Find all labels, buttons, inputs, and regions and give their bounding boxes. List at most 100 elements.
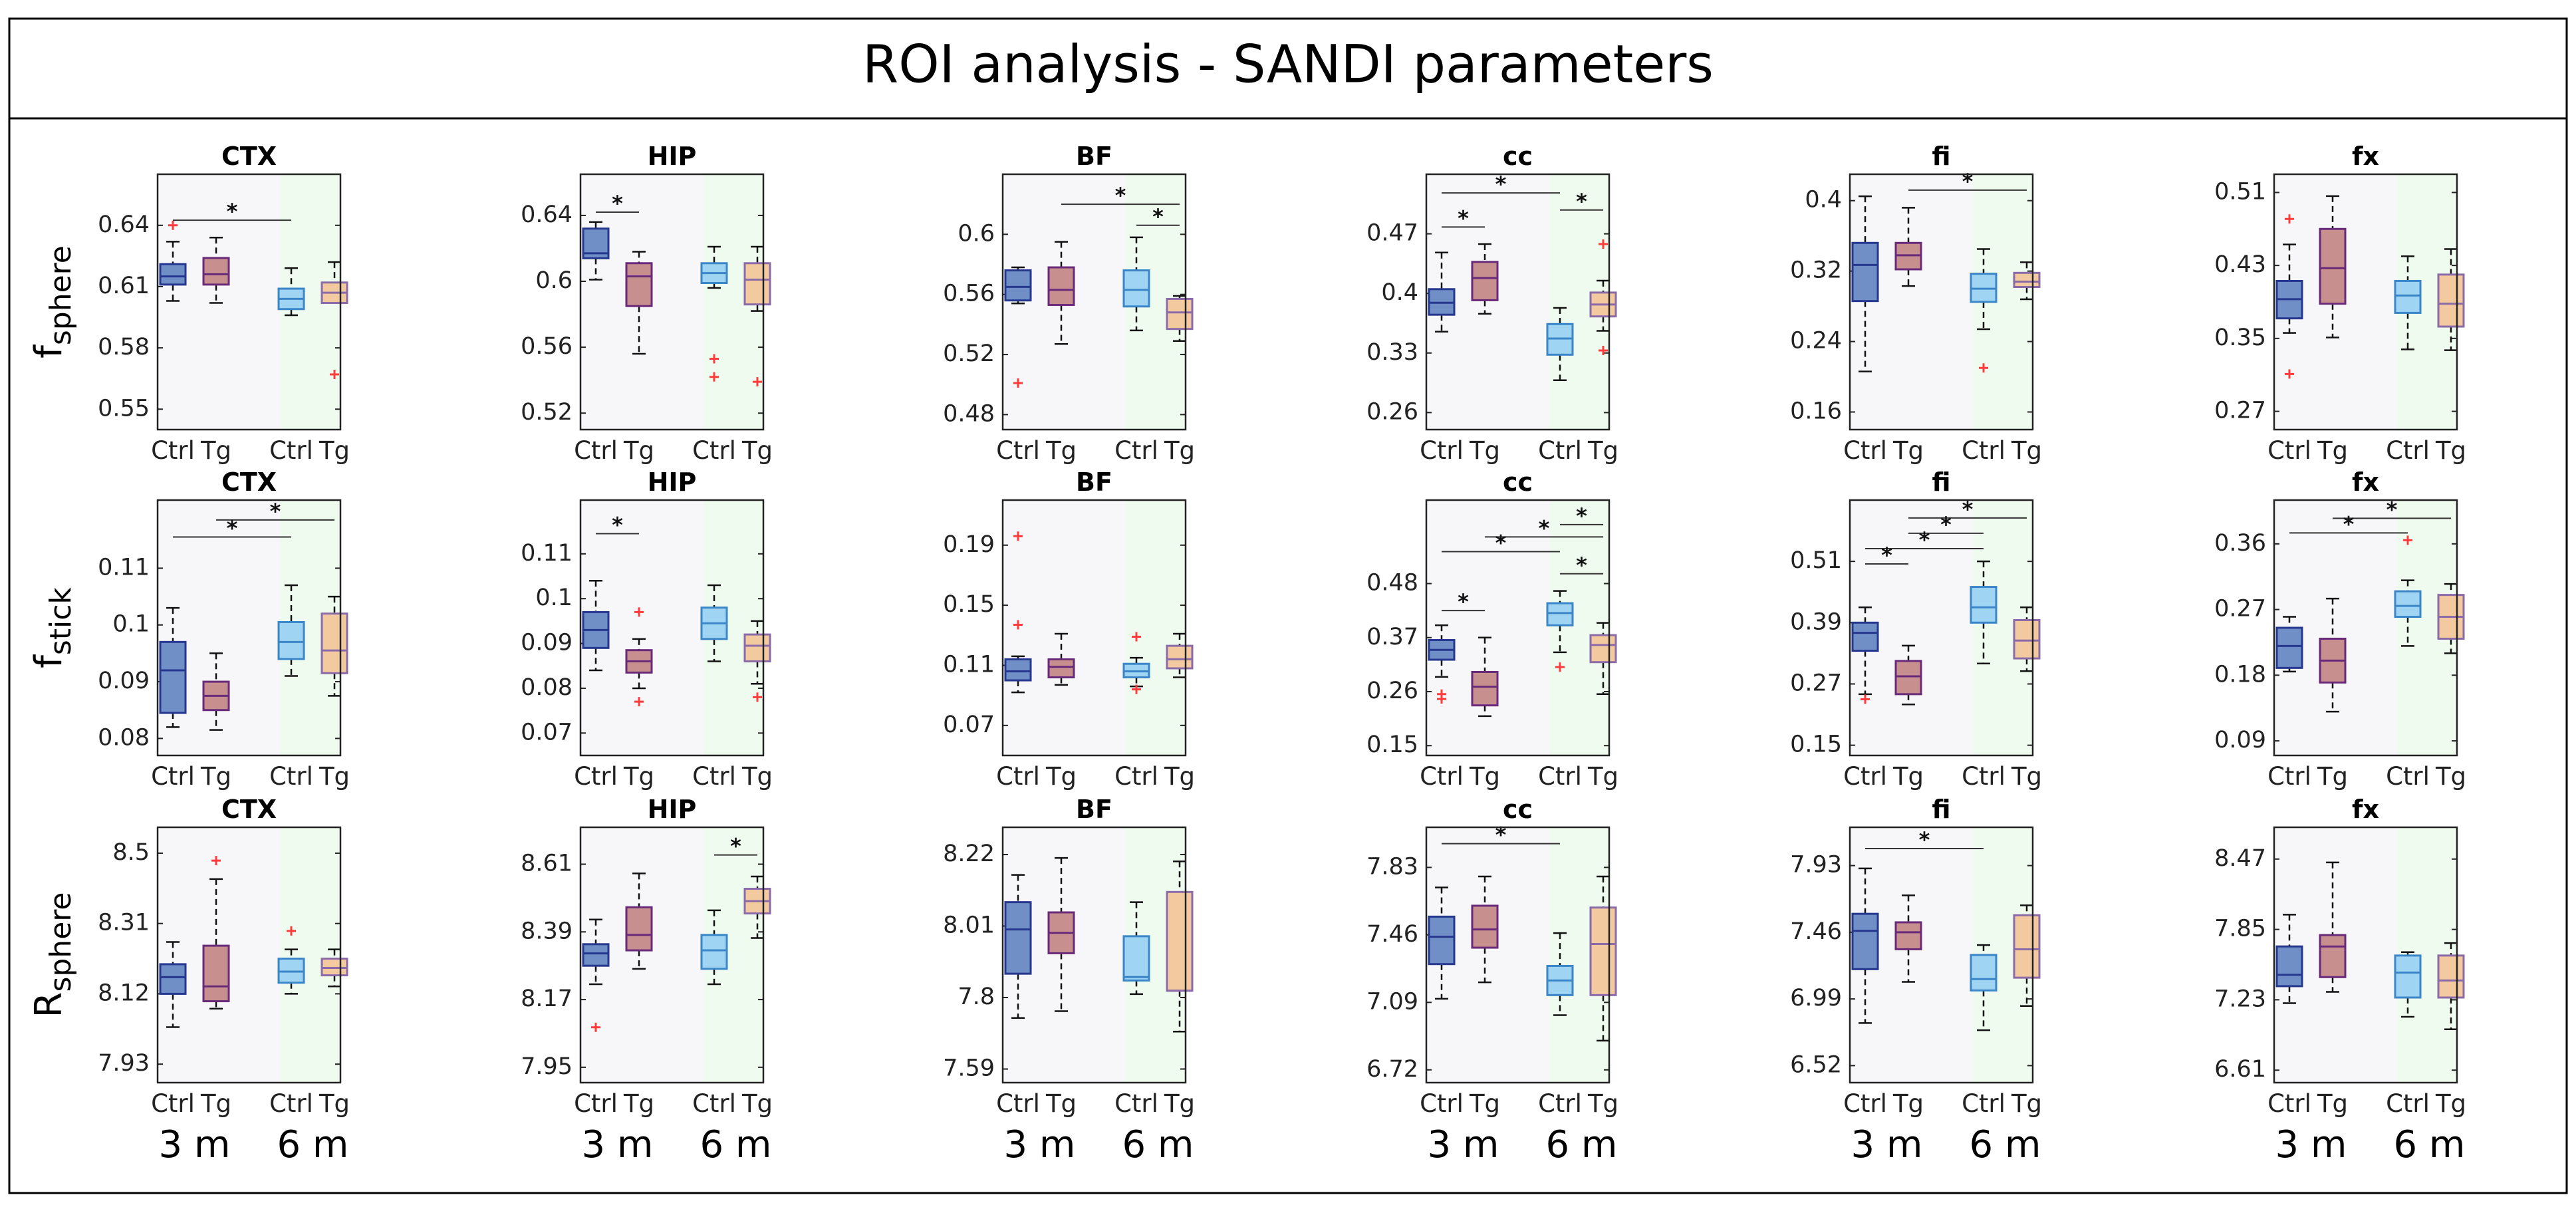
x-tick-label: Tg — [2011, 1089, 2042, 1118]
axes-frame — [1001, 826, 1187, 1084]
box-ctrl-3m — [2275, 214, 2303, 379]
panel-title: BF — [1076, 142, 1112, 171]
box-tg-3m — [202, 236, 230, 304]
box-tg-6m — [743, 245, 771, 387]
axes-frame — [579, 499, 765, 757]
box-ctrl-6m — [1546, 590, 1574, 672]
y-tick-label: 0.08 — [521, 674, 573, 701]
box-iqr — [159, 263, 187, 286]
panel-title: BF — [1076, 795, 1112, 824]
x-tick-label: Tg — [1587, 762, 1618, 791]
significance-star: * — [1458, 589, 1469, 614]
box-ctrl-3m — [1004, 531, 1032, 694]
box-tg-6m — [321, 595, 348, 697]
x-tick-label: Tg — [2011, 436, 2042, 465]
outlier-point — [709, 372, 719, 382]
y-tick-label: 0.15 — [1366, 732, 1418, 758]
x-tick-label: Tg — [623, 436, 654, 465]
significance-star: * — [1919, 527, 1930, 553]
y-tick-label: 0.52 — [943, 340, 995, 367]
row-label-3: Rsphere — [27, 892, 78, 1018]
significance-star: * — [1152, 204, 1164, 229]
y-tick-label: 7.23 — [2214, 986, 2266, 1012]
y-tick-label: 0.27 — [2214, 596, 2266, 622]
x-tick-label: Tg — [741, 1089, 773, 1118]
outlier-point — [753, 377, 762, 387]
y-tick-label: 0.11 — [521, 540, 573, 567]
significance-star: * — [1495, 172, 1507, 197]
x-tick-label: Tg — [319, 436, 350, 465]
outlier-point — [1437, 694, 1446, 704]
box-ctrl-6m — [700, 584, 728, 662]
y-tick-label: 0.11 — [98, 554, 150, 581]
y-tick-label: 0.08 — [98, 724, 150, 751]
x-tick-label: Ctrl — [1114, 436, 1158, 465]
background-3m — [158, 500, 281, 755]
box-ctrl-3m — [1004, 266, 1032, 388]
box-tg-3m — [1047, 241, 1075, 345]
x-tick-label: Tg — [1469, 436, 1500, 465]
y-tick-label: 0.27 — [2214, 398, 2266, 424]
box-ctrl-6m — [1122, 901, 1150, 996]
row-label-main: f — [27, 654, 70, 668]
group-label-3m: 3 m — [582, 1123, 654, 1166]
y-tick-label: 7.83 — [1366, 853, 1418, 880]
x-tick-label: Ctrl — [1962, 436, 2005, 465]
outlier-point — [634, 697, 644, 707]
panel-title: fx — [2352, 142, 2379, 171]
box-ctrl-3m — [1004, 874, 1032, 1019]
outlier-point — [634, 607, 644, 617]
box-iqr — [1004, 269, 1032, 302]
box-ctrl-6m — [277, 926, 305, 995]
box-ctrl-3m — [1428, 251, 1456, 333]
box-tg-6m — [2437, 942, 2465, 1031]
box-ctrl-3m — [159, 941, 187, 1028]
panel-title: fx — [2352, 795, 2379, 824]
outlier-point — [1861, 694, 1870, 704]
row-label-text: fstick — [27, 587, 78, 668]
y-tick-label: 0.55 — [98, 395, 150, 422]
row-label-subscript: sphere — [44, 892, 78, 992]
y-tick-label: 0.6 — [535, 267, 573, 294]
y-tick-label: 8.17 — [521, 986, 573, 1012]
background-3m — [1003, 500, 1126, 755]
group-label-3m: 3 m — [159, 1123, 231, 1166]
x-tick-label: Tg — [2317, 1089, 2348, 1118]
row-label-1: fsphere — [27, 245, 78, 358]
box-iqr — [1851, 912, 1879, 970]
x-tick-label: Tg — [2317, 436, 2348, 465]
box-iqr — [277, 620, 305, 660]
box-iqr — [625, 906, 653, 952]
box-ctrl-3m — [159, 606, 187, 728]
outlier-point — [2403, 535, 2412, 545]
significance-star: * — [1495, 823, 1507, 848]
axes-frame — [156, 826, 342, 1084]
box-iqr — [2394, 954, 2422, 999]
box-iqr — [1166, 644, 1194, 670]
box-iqr — [2394, 590, 2422, 618]
y-tick-label: 0.48 — [943, 400, 995, 427]
row-label-text: fsphere — [27, 245, 78, 358]
box-iqr — [1122, 935, 1150, 982]
x-tick-label: Ctrl — [692, 1089, 736, 1118]
box-iqr — [1471, 261, 1499, 301]
x-tick-label: Tg — [1469, 762, 1500, 791]
background-3m — [1426, 500, 1549, 755]
x-tick-label: Ctrl — [269, 1089, 313, 1118]
y-tick-label: 0.43 — [2214, 251, 2266, 278]
box-ctrl-6m — [2394, 255, 2422, 350]
y-tick-label: 7.95 — [521, 1053, 573, 1080]
x-tick-label: Tg — [741, 436, 773, 465]
outlier-point — [1979, 363, 1988, 373]
x-tick-label: Ctrl — [1420, 762, 1464, 791]
significance-star: * — [1881, 543, 1892, 568]
y-tick-label: 8.01 — [943, 912, 995, 938]
